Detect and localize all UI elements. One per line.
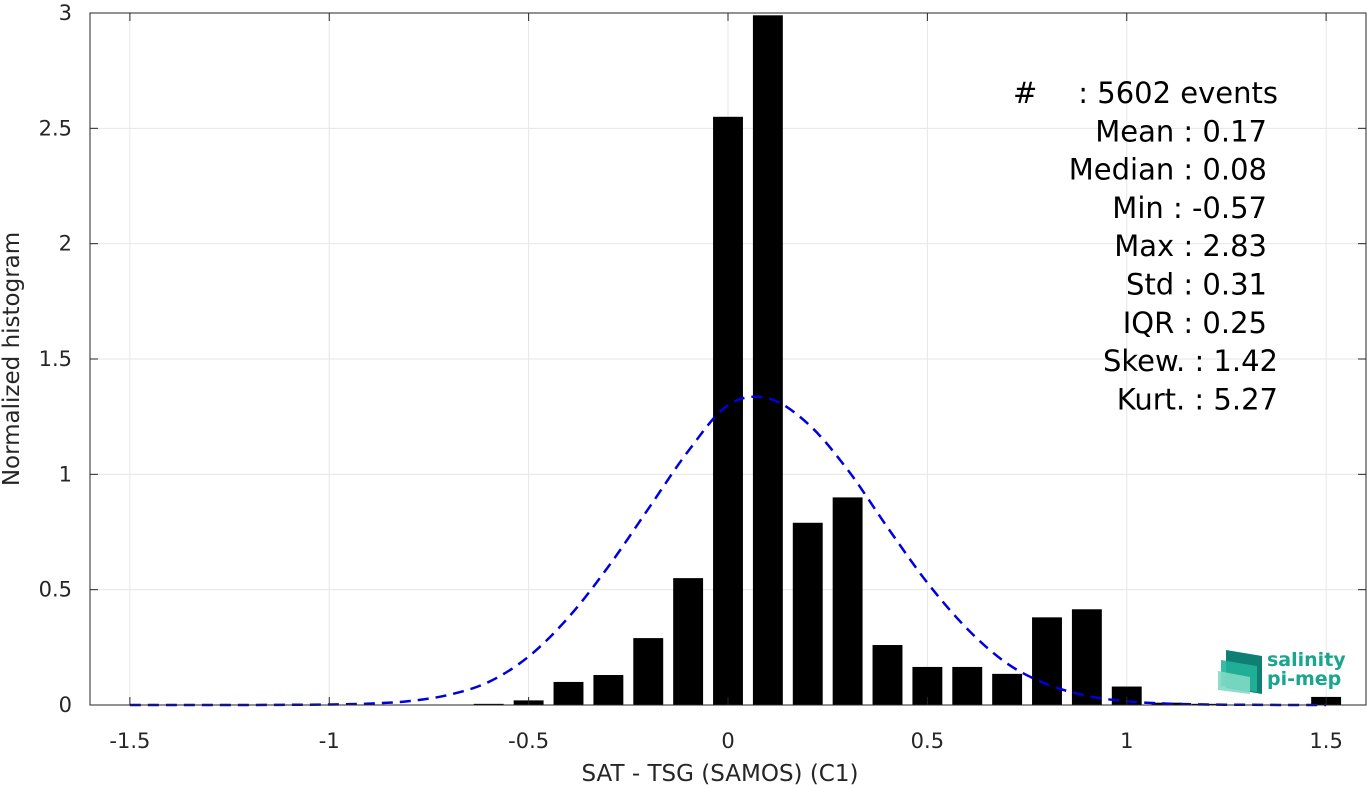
axis-ticks [90, 12, 1366, 706]
y-tick-label: 0.5 [39, 578, 72, 602]
histogram-bar [673, 578, 704, 705]
stat-line: IQR : 0.25 [1123, 306, 1267, 340]
stat-line: Kurt. : 5.27 [1117, 382, 1278, 416]
stat-line: Max : 2.83 [1114, 229, 1267, 263]
histogram-bar [792, 522, 823, 705]
x-tick-label: 1.5 [1309, 729, 1342, 753]
y-tick-label: 1.5 [39, 347, 72, 371]
y-tick-label: 3 [59, 1, 72, 25]
stat-label: # [1013, 76, 1037, 110]
histogram-bar [832, 497, 863, 705]
histogram-bar [1071, 609, 1102, 705]
histogram-bar [992, 673, 1023, 705]
x-tick-label: 1 [1120, 729, 1133, 753]
histogram-bar [872, 645, 903, 705]
wave-logo-icon [1218, 650, 1262, 694]
stat-line: Skew. : 1.42 [1103, 344, 1278, 378]
histogram-bar [473, 703, 504, 705]
x-tick-labels: -1.5 -1 -0.5 0 0.5 1 1.5 [109, 729, 1342, 753]
logo-line-2: pi-mep [1267, 668, 1341, 690]
x-tick-label: -0.5 [508, 729, 549, 753]
stat-line: Median : 0.08 [1069, 153, 1267, 187]
histogram-bar [633, 638, 664, 705]
stat-line: Mean : 0.17 [1095, 114, 1267, 148]
x-tick-label: -1.5 [109, 729, 150, 753]
y-tick-labels: 0 0.5 1 1.5 2 2.5 3 [39, 1, 72, 717]
statistics-box: # : 5602 events Mean : 0.17 Median : 0.08 M… [1013, 76, 1278, 416]
histogram-bar [1032, 617, 1062, 705]
histogram-bar [952, 666, 983, 705]
x-tick-label: 0.5 [911, 729, 944, 753]
salinity-pi-mep-logo: salinity pi-mep [1218, 649, 1346, 694]
y-tick-label: 1 [59, 462, 72, 486]
x-tick-label: -1 [319, 729, 340, 753]
histogram-bar [752, 15, 783, 706]
histogram-bar [553, 681, 584, 705]
logo-line-1: salinity [1267, 649, 1346, 671]
histogram-bar [713, 116, 743, 706]
stat-line: Min : -0.57 [1112, 191, 1267, 225]
x-axis-title: SAT - TSG (SAMOS) (C1) [582, 761, 859, 785]
histogram-bar [593, 675, 624, 705]
y-tick-label: 2.5 [39, 116, 72, 140]
stat-line: Std : 0.31 [1126, 268, 1267, 302]
y-tick-label: 2 [59, 232, 72, 256]
y-tick-label: 0 [59, 693, 72, 717]
stat-value: : 5602 events [1078, 76, 1278, 110]
x-tick-label: 0 [721, 729, 734, 753]
y-axis-title: Normalized histogram [0, 232, 25, 486]
bars [473, 15, 1342, 706]
